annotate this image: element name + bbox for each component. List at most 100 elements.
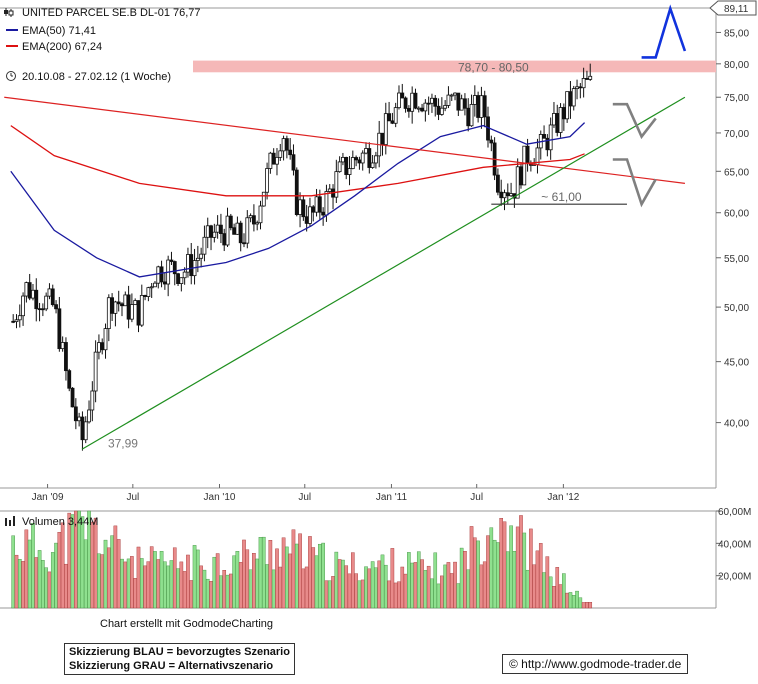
candle-body [205,225,210,238]
copyright-link[interactable]: © http://www.godmode-trader.de [502,654,689,674]
volume-tick-label: 60,00M [718,507,751,518]
volume-bar [496,542,500,609]
candle-body [324,191,329,216]
candle-body [390,120,395,124]
candle-body [489,139,494,144]
volume-bar [278,566,283,609]
candle-body [334,171,339,198]
volume-bar [327,580,332,609]
candle-body [242,242,246,245]
y-tick-label: 70,00 [724,129,749,140]
x-tick-label: Jul [126,492,139,503]
candle-body [87,409,91,423]
volume-bar [555,567,560,609]
volume-bar [57,532,62,609]
x-tick-label: Jul [298,492,311,503]
candle-body [522,145,527,186]
candle-body [327,188,332,192]
candle-body [350,157,355,169]
volume-bar [107,547,111,609]
y-tick-label: 65,00 [724,167,749,178]
volume-bar [294,543,299,609]
candle-body [341,156,345,163]
candle-body [37,308,42,311]
candle-body [344,156,349,175]
candle-body [436,105,441,115]
volume-bar [512,550,517,609]
volume-tick-label: 40,00M [718,539,751,550]
volume-bar [581,602,586,609]
volume-bar [357,580,362,609]
candle-body [542,134,546,139]
candle-body [100,342,105,351]
candle-body [459,98,464,111]
candle-body [456,92,461,111]
volume-bar [17,559,22,609]
candle-body [496,174,500,193]
candle-body [581,78,586,89]
volume-bar [423,570,428,609]
candle-body [149,286,154,289]
volume-bar [558,584,563,609]
last-price-tag-text: 89,11 [724,4,749,15]
candle-body [64,342,68,372]
volume-bar [103,539,108,609]
scenario-blue-path [641,4,687,59]
candle-body [505,192,510,197]
volume-bar [575,590,579,609]
scenario-gray-path-1 [612,102,657,140]
candle-body [317,196,322,213]
volume-bar [146,561,151,609]
candle-body [443,105,448,109]
y-tick-label: 50,00 [724,303,749,314]
volume-bar [179,561,184,609]
volume-bar [347,573,352,609]
candle-body [176,273,180,284]
candle-body [212,231,217,238]
volume-bar [380,554,385,609]
volume-bar [261,536,266,609]
candle-body [133,300,138,305]
volume-bar [245,549,250,609]
candle-body [482,95,487,118]
candle-body [67,370,72,389]
candle-body [463,98,467,109]
candle-body [413,92,418,109]
volume-bar [548,576,553,609]
volume-bar [70,514,75,609]
candle-body [110,297,115,314]
candle-body [380,132,385,146]
volume-bar [538,543,543,609]
y-tick-label: 55,00 [724,254,749,265]
volume-bar [229,573,233,609]
candle-body [430,97,434,104]
candle-body [44,295,49,310]
volume-bar [156,559,161,609]
volume-bar [374,567,378,609]
candle-body [54,304,58,310]
candle-body [225,215,230,246]
volume-bar [123,561,128,609]
candle-body [403,97,408,109]
candle-body [278,150,283,158]
volume-bar [443,564,447,609]
volume-bar [479,564,484,609]
candle-body [251,215,256,225]
volume-bar [275,548,279,609]
candle-body [354,157,359,161]
candle-body [219,224,223,235]
candle-body [571,88,576,107]
candle-body [195,257,200,261]
candle-body [281,138,286,152]
candle-body [255,222,260,225]
volume-bar [440,575,444,609]
candle-body [423,102,428,112]
candle-body [209,225,213,238]
candle-body [400,92,405,99]
volume-bar [469,526,474,609]
candle-body [469,104,474,127]
candle-body [416,107,421,110]
candle-body [568,91,573,107]
volume-bar [255,558,259,609]
x-tick-label: Jan '10 [204,492,236,503]
